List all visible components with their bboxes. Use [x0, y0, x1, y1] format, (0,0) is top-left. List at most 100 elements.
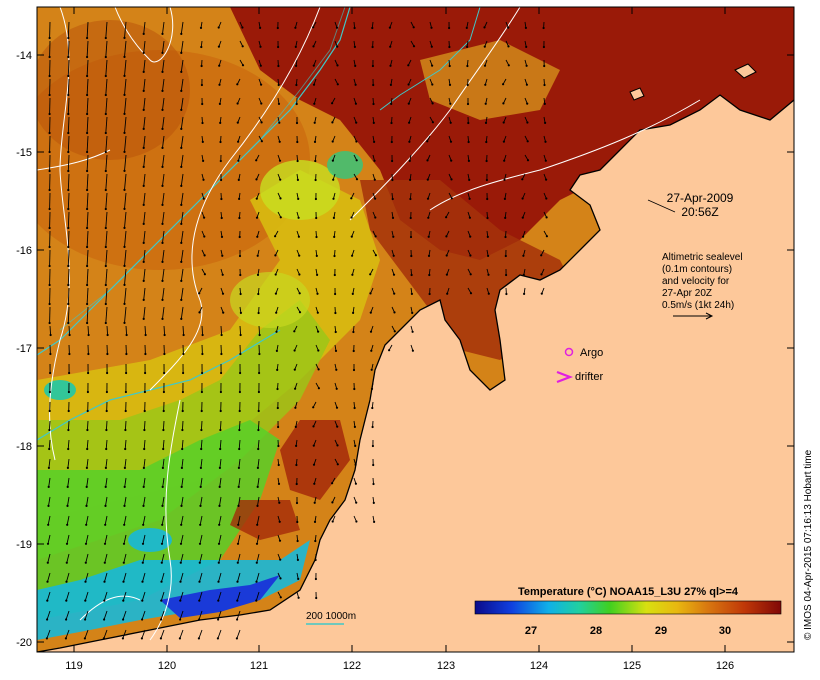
velocity-arrow [47, 553, 51, 563]
velocity-arrow-head [276, 26, 279, 30]
velocity-arrow-head [526, 159, 530, 162]
velocity-arrow-head [86, 112, 89, 116]
velocity-arrow [86, 268, 89, 286]
velocity-arrow [200, 439, 203, 450]
velocity-arrow-head [277, 444, 280, 448]
velocity-arrow [104, 515, 108, 525]
velocity-arrow-head [198, 292, 201, 295]
velocity-arrow-head [407, 64, 410, 67]
velocity-arrow-head [104, 283, 107, 287]
velocity-arrow [198, 629, 203, 639]
velocity-arrow [105, 249, 108, 267]
velocity-arrow-head [123, 36, 126, 40]
velocity-arrow-head [543, 102, 546, 105]
velocity-arrow [143, 211, 146, 224]
velocity-arrow-head [466, 64, 469, 68]
velocity-arrow-head [469, 292, 473, 295]
velocity-arrow-head [104, 55, 107, 59]
velocity-arrow-head [467, 159, 470, 162]
velocity-arrow-head [393, 330, 396, 333]
velocity-arrow-head [466, 83, 469, 87]
velocity-arrow [122, 610, 127, 620]
velocity-arrow-head [68, 371, 71, 375]
velocity-arrow [143, 192, 146, 205]
velocity-arrow-head [313, 140, 317, 143]
velocity-arrow-head [277, 64, 280, 68]
velocity-arrow-head [218, 102, 221, 105]
velocity-arrow [160, 591, 165, 601]
velocity-arrow-head [256, 254, 259, 257]
velocity-arrow [180, 154, 184, 167]
velocity-arrow [238, 420, 241, 431]
velocity-arrow [161, 515, 165, 525]
velocity-arrow-head [525, 64, 528, 67]
velocity-arrow-head [180, 32, 183, 36]
velocity-arrow-head [393, 292, 396, 295]
velocity-arrow-head [312, 444, 315, 447]
velocity-arrow-head [391, 216, 395, 219]
velocity-arrow-head [201, 333, 204, 337]
velocity-arrow [162, 477, 165, 487]
velocity-arrow-head [143, 428, 146, 432]
velocity-arrow [162, 192, 165, 205]
velocity-arrow-head [161, 51, 164, 55]
velocity-arrow-head [430, 45, 433, 48]
velocity-arrow-head [409, 235, 413, 239]
x-axis: 119 120 121 122 123 124 125 126 [65, 7, 734, 672]
velocity-arrow [46, 591, 51, 601]
velocity-arrow-head [48, 36, 51, 40]
sealevel-contour [79, 595, 141, 621]
velocity-arrow-head [336, 45, 339, 48]
velocity-arrow-head [336, 83, 339, 86]
velocity-arrow [143, 420, 146, 431]
velocity-arrow [180, 268, 184, 281]
velocity-arrow-head [200, 409, 203, 413]
velocity-arrow-head [275, 349, 278, 352]
velocity-arrow-head [544, 159, 547, 162]
velocity-arrow-head [180, 127, 183, 130]
velocity-arrow-head [102, 637, 105, 640]
velocity-arrow-head [83, 637, 86, 640]
velocity-arrow-head [123, 283, 126, 286]
velocity-arrow-head [316, 292, 319, 295]
velocity-arrow-head [141, 580, 144, 583]
velocity-arrow-head [239, 311, 242, 314]
velocity-arrow [237, 572, 241, 582]
velocity-arrow-head [373, 178, 376, 181]
velocity-arrow [47, 572, 51, 582]
velocity-arrow-head [426, 197, 430, 200]
velocity-arrow-head [48, 245, 51, 249]
velocity-arrow-head [486, 235, 489, 238]
velocity-arrow [220, 325, 223, 336]
velocity-arrow [125, 325, 128, 336]
velocity-arrow-head [221, 254, 224, 257]
velocity-arrow-head [296, 520, 299, 524]
velocity-arrow [161, 534, 165, 544]
velocity-arrow-head [277, 425, 280, 429]
info-line-2: (0.1m contours) [662, 264, 732, 275]
velocity-arrow [86, 135, 89, 153]
velocity-arrow [199, 534, 203, 544]
velocity-arrow-head [468, 178, 471, 181]
velocity-arrow-head [162, 428, 165, 432]
velocity-arrow [67, 420, 70, 431]
velocity-arrow [105, 230, 108, 248]
y-tick-label: -17 [16, 343, 32, 355]
velocity-arrow-head [178, 637, 181, 640]
velocity-arrow-head [331, 102, 334, 105]
velocity-arrow [180, 192, 184, 205]
velocity-arrow [180, 306, 184, 319]
velocity-arrow [103, 629, 108, 639]
velocity-arrow-head [371, 45, 374, 49]
velocity-arrow [48, 458, 51, 468]
velocity-arrow-head [522, 273, 525, 276]
velocity-arrow-head [407, 102, 410, 105]
velocity-arrow-head [278, 140, 281, 143]
velocity-arrow-head [86, 36, 89, 40]
velocity-arrow [124, 230, 127, 247]
velocity-arrow [161, 553, 165, 563]
velocity-arrow [180, 287, 184, 300]
velocity-arrow [162, 211, 165, 224]
velocity-arrow-head [298, 311, 302, 314]
velocity-arrow-head [141, 599, 144, 602]
